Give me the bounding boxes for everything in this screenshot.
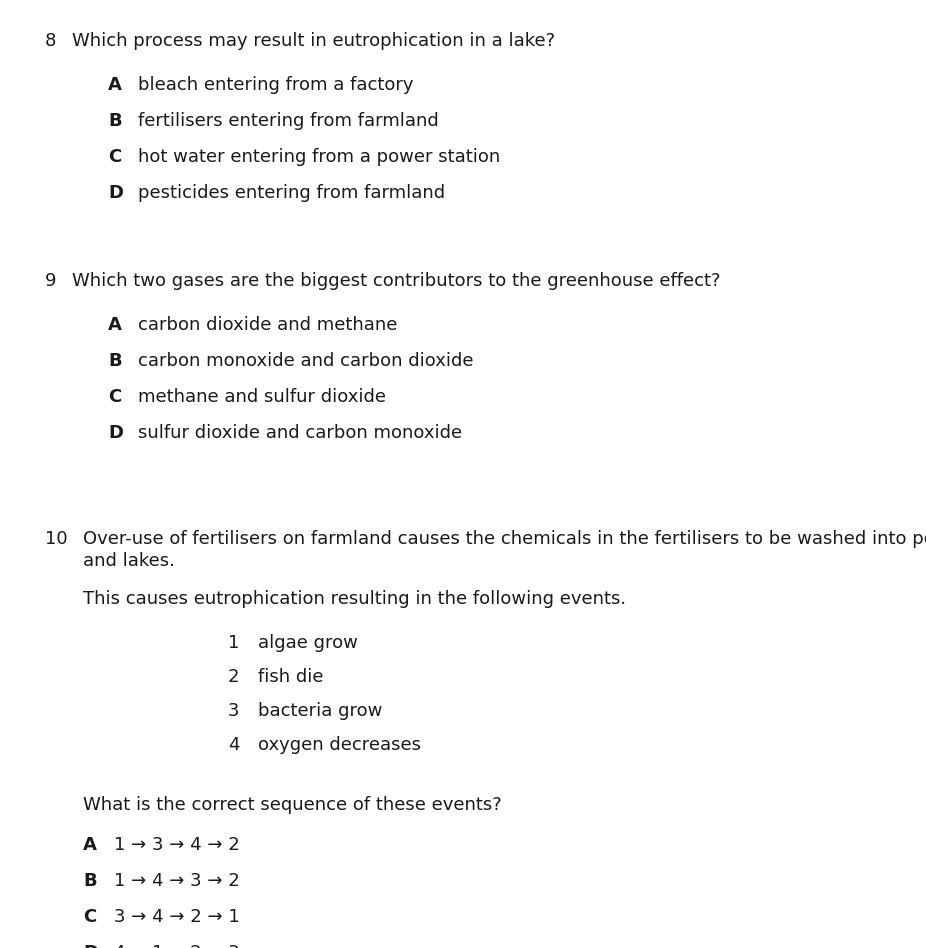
Text: Over-use of fertilisers on farmland causes the chemicals in the fertilisers to b: Over-use of fertilisers on farmland caus…	[83, 530, 926, 548]
Text: 9: 9	[45, 272, 56, 290]
Text: 1 → 4 → 3 → 2: 1 → 4 → 3 → 2	[114, 872, 240, 890]
Text: oxygen decreases: oxygen decreases	[258, 736, 421, 754]
Text: A: A	[108, 76, 122, 94]
Text: 4: 4	[228, 736, 240, 754]
Text: carbon monoxide and carbon dioxide: carbon monoxide and carbon dioxide	[138, 352, 473, 370]
Text: fish die: fish die	[258, 668, 323, 686]
Text: D: D	[108, 424, 123, 442]
Text: fertilisers entering from farmland: fertilisers entering from farmland	[138, 112, 439, 130]
Text: 3: 3	[228, 702, 240, 720]
Text: B: B	[108, 352, 121, 370]
Text: 1 → 3 → 4 → 2: 1 → 3 → 4 → 2	[114, 836, 240, 854]
Text: This causes eutrophication resulting in the following events.: This causes eutrophication resulting in …	[83, 590, 626, 608]
Text: 4 → 1 → 2 → 3: 4 → 1 → 2 → 3	[114, 944, 240, 948]
Text: C: C	[108, 388, 121, 406]
Text: sulfur dioxide and carbon monoxide: sulfur dioxide and carbon monoxide	[138, 424, 462, 442]
Text: 8: 8	[45, 32, 56, 50]
Text: 3 → 4 → 2 → 1: 3 → 4 → 2 → 1	[114, 908, 240, 926]
Text: B: B	[108, 112, 121, 130]
Text: 10: 10	[45, 530, 68, 548]
Text: D: D	[108, 184, 123, 202]
Text: A: A	[83, 836, 97, 854]
Text: algae grow: algae grow	[258, 634, 357, 652]
Text: B: B	[83, 872, 96, 890]
Text: hot water entering from a power station: hot water entering from a power station	[138, 148, 500, 166]
Text: bacteria grow: bacteria grow	[258, 702, 382, 720]
Text: Which two gases are the biggest contributors to the greenhouse effect?: Which two gases are the biggest contribu…	[72, 272, 720, 290]
Text: and lakes.: and lakes.	[83, 552, 175, 570]
Text: A: A	[108, 316, 122, 334]
Text: C: C	[108, 148, 121, 166]
Text: carbon dioxide and methane: carbon dioxide and methane	[138, 316, 397, 334]
Text: pesticides entering from farmland: pesticides entering from farmland	[138, 184, 445, 202]
Text: C: C	[83, 908, 96, 926]
Text: bleach entering from a factory: bleach entering from a factory	[138, 76, 414, 94]
Text: D: D	[83, 944, 98, 948]
Text: What is the correct sequence of these events?: What is the correct sequence of these ev…	[83, 796, 502, 814]
Text: Which process may result in eutrophication in a lake?: Which process may result in eutrophicati…	[72, 32, 555, 50]
Text: methane and sulfur dioxide: methane and sulfur dioxide	[138, 388, 386, 406]
Text: 2: 2	[228, 668, 240, 686]
Text: 1: 1	[228, 634, 240, 652]
